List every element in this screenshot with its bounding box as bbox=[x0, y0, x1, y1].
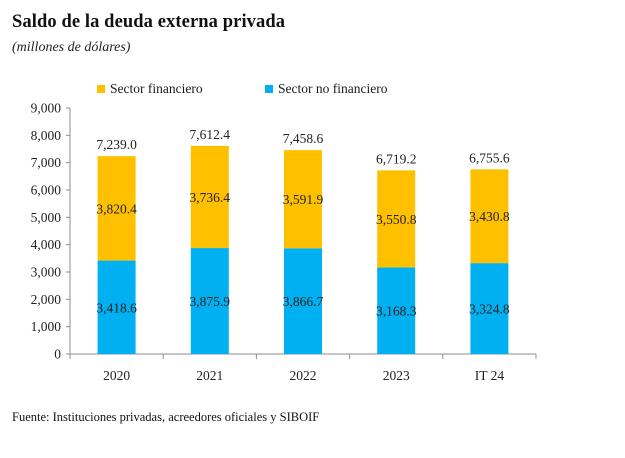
bar-no-financiero bbox=[190, 248, 229, 354]
data-label-no-financiero: 3,168.3 bbox=[376, 304, 417, 319]
legend-swatch-financiero bbox=[97, 85, 105, 93]
data-label-financiero: 3,591.9 bbox=[283, 192, 324, 207]
y-tick-label: 0 bbox=[54, 347, 61, 362]
bar-financiero bbox=[470, 169, 509, 264]
x-tick-label: IT 24 bbox=[475, 368, 505, 383]
y-tick-label: 2,000 bbox=[31, 292, 62, 307]
x-tick-label: 2023 bbox=[383, 368, 410, 383]
source-note: Fuente: Instituciones privadas, acreedor… bbox=[12, 410, 320, 424]
data-label-no-financiero: 3,875.9 bbox=[190, 294, 231, 309]
bar-financiero bbox=[377, 170, 416, 268]
bar-no-financiero bbox=[97, 260, 136, 354]
legend-item-financiero: Sector financiero bbox=[97, 81, 203, 97]
chart-subtitle: (millones de dólares) bbox=[12, 40, 131, 55]
x-tick-label: 2020 bbox=[103, 368, 130, 383]
data-label-no-financiero: 3,866.7 bbox=[283, 294, 324, 309]
legend-swatch-no-financiero bbox=[265, 85, 273, 93]
y-tick-label: 8,000 bbox=[31, 128, 62, 143]
data-label-no-financiero: 3,418.6 bbox=[96, 300, 137, 315]
y-tick-label: 5,000 bbox=[31, 210, 62, 225]
total-label: 6,719.2 bbox=[376, 151, 417, 166]
bar-financiero bbox=[190, 145, 229, 249]
data-label-financiero: 3,430.8 bbox=[469, 209, 510, 224]
y-tick-label: 1,000 bbox=[31, 319, 62, 334]
bar-financiero bbox=[284, 150, 322, 249]
bar-no-financiero bbox=[284, 248, 322, 354]
data-label-financiero: 3,820.4 bbox=[96, 201, 137, 216]
legend-label-financiero: Sector financiero bbox=[110, 81, 203, 96]
bar-no-financiero bbox=[377, 267, 416, 354]
bar-financiero bbox=[97, 156, 136, 261]
total-label: 7,458.6 bbox=[283, 131, 324, 146]
x-tick-label: 2021 bbox=[196, 368, 223, 383]
total-label: 7,239.0 bbox=[96, 137, 137, 152]
y-tick-label: 9,000 bbox=[31, 101, 62, 116]
legend-label-no-financiero: Sector no financiero bbox=[278, 81, 388, 96]
y-tick-label: 3,000 bbox=[31, 265, 62, 280]
y-tick-label: 4,000 bbox=[31, 237, 62, 252]
chart-title: Saldo de la deuda externa privada bbox=[12, 12, 286, 32]
bar-no-financiero bbox=[470, 263, 509, 354]
total-label: 7,612.4 bbox=[190, 127, 231, 142]
data-label-financiero: 3,736.4 bbox=[190, 190, 231, 205]
legend-item-no-financiero: Sector no financiero bbox=[265, 81, 387, 97]
x-tick-label: 2022 bbox=[290, 368, 317, 383]
y-tick-label: 6,000 bbox=[31, 183, 62, 198]
data-label-financiero: 3,550.8 bbox=[376, 212, 417, 227]
data-label-no-financiero: 3,324.8 bbox=[469, 302, 510, 317]
y-tick-label: 7,000 bbox=[31, 155, 62, 170]
total-label: 6,755.6 bbox=[469, 150, 510, 165]
